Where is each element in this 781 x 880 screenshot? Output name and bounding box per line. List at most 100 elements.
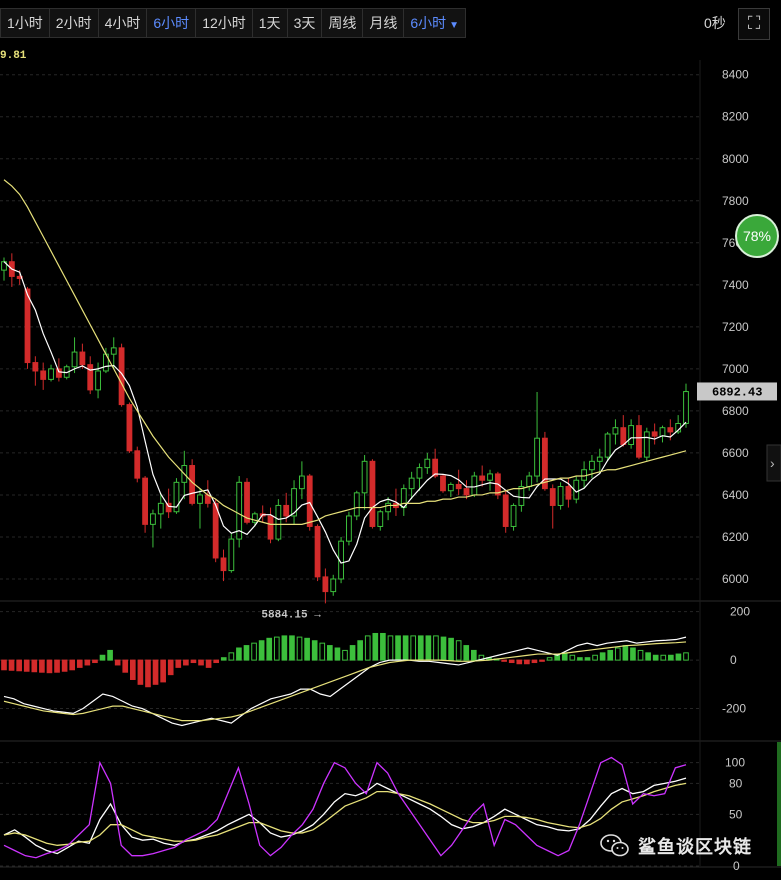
candle-body-67 xyxy=(526,475,533,488)
macd-bar-71 xyxy=(539,659,545,662)
macd-bar-60 xyxy=(455,640,462,661)
macd-bar-4 xyxy=(31,659,38,673)
macd-bar-57 xyxy=(433,635,439,661)
candle-body-40 xyxy=(314,525,321,578)
period-dropdown[interactable]: 6小时 ▼ xyxy=(403,8,467,38)
side-expand-handle xyxy=(766,444,781,482)
candle-body-46 xyxy=(361,460,368,494)
period-dropdown-label: 6小时 xyxy=(410,15,447,31)
candle-body-27 xyxy=(212,502,219,559)
macd-bar-3 xyxy=(23,659,30,672)
candle-body-11 xyxy=(87,364,94,391)
macd-bar-69 xyxy=(524,659,530,665)
price-tick-5: 7000 xyxy=(722,362,749,376)
candle-body-48 xyxy=(377,511,384,527)
candle-body-65 xyxy=(510,504,517,527)
timeframe-toolbar: 1小时 2小时 4小时 6小时 12小时 1天 3天 周线 月线 6小时 ▼ xyxy=(0,8,467,38)
caret-down-icon: ▼ xyxy=(449,20,460,31)
fullscreen-button[interactable]: ⛶ xyxy=(738,8,770,40)
refresh-timer: 0秒 xyxy=(704,15,726,31)
candle-body-34 xyxy=(267,515,274,540)
macd-bar-9 xyxy=(69,659,76,671)
tab-8[interactable]: 月线 xyxy=(362,8,405,38)
kdj-tick-3: 0 xyxy=(733,859,740,873)
macd-bar-37 xyxy=(281,635,288,661)
macd-bar-52 xyxy=(395,635,401,661)
tab-7[interactable]: 周线 xyxy=(321,8,364,38)
candle-body-60 xyxy=(471,475,478,496)
macd-bar-0 xyxy=(1,659,7,671)
macd-bar-14 xyxy=(107,649,113,661)
fullscreen-icon: ⛶ xyxy=(747,13,761,33)
tab-6[interactable]: 3天 xyxy=(286,8,323,38)
candle-body-7 xyxy=(55,368,62,378)
candle-body-9 xyxy=(71,351,78,368)
macd-bar-81 xyxy=(614,647,621,661)
macd-bar-40 xyxy=(304,637,310,661)
candle-body-39 xyxy=(306,475,313,527)
candle-body-17 xyxy=(134,450,141,479)
tab-1[interactable]: 2小时 xyxy=(48,8,99,38)
percent-badge-label: 78% xyxy=(743,228,771,244)
candle-body-29 xyxy=(228,538,235,572)
tab-0[interactable]: 1小时 xyxy=(0,8,50,38)
candle-body-37 xyxy=(291,488,297,517)
last-price-value: 6892.43 xyxy=(712,385,762,399)
candle-body-16 xyxy=(126,404,133,452)
macd-bar-20 xyxy=(152,659,159,685)
macd-bar-27 xyxy=(205,659,212,668)
macd-bar-1 xyxy=(8,659,15,671)
macd-bar-13 xyxy=(99,654,106,661)
macd-bar-17 xyxy=(129,659,136,680)
candle-body-28 xyxy=(220,557,227,572)
macd-bar-55 xyxy=(417,635,424,661)
macd-bar-53 xyxy=(402,635,409,661)
macd-bar-80 xyxy=(607,649,614,661)
macd-bar-46 xyxy=(349,645,356,661)
candle-body-5 xyxy=(40,370,47,380)
candle-body-25 xyxy=(197,494,203,504)
macd-bar-41 xyxy=(311,640,318,661)
macd-bar-44 xyxy=(334,647,341,661)
brand-watermark: 鲨鱼谈区块链 xyxy=(600,833,752,859)
macd-tick-0: 200 xyxy=(730,605,750,619)
macd-bar-33 xyxy=(251,642,257,661)
candle-body-30 xyxy=(236,481,243,540)
candle-body-14 xyxy=(110,347,117,355)
kdj-tick-0: 100 xyxy=(725,756,745,770)
candle-body-4 xyxy=(32,362,39,372)
candle-body-36 xyxy=(283,504,290,517)
macd-bar-23 xyxy=(175,659,182,668)
candle-body-10 xyxy=(79,351,86,366)
brand-name: 鲨鱼谈区块链 xyxy=(638,837,752,857)
price-tick-6: 7200 xyxy=(722,320,749,334)
macd-bar-47 xyxy=(357,640,363,661)
macd-bar-58 xyxy=(440,636,447,661)
tab-4[interactable]: 12小时 xyxy=(195,8,253,38)
price-tick-12: 8400 xyxy=(722,68,749,82)
kdj-tick-2: 50 xyxy=(729,807,743,821)
macd-bar-73 xyxy=(554,654,561,661)
kdj-side-marker xyxy=(777,742,781,866)
price-tick-10: 8000 xyxy=(722,152,749,166)
macd-bar-54 xyxy=(410,635,417,661)
tab-3[interactable]: 6小时 xyxy=(146,8,197,38)
macd-bar-75 xyxy=(569,654,576,661)
macd-bar-62 xyxy=(470,649,477,661)
macd-bar-26 xyxy=(198,659,204,666)
tab-2[interactable]: 4小时 xyxy=(97,8,148,38)
candle-body-64 xyxy=(502,494,509,527)
partial-value-label: 9.81 xyxy=(0,50,27,62)
candle-body-72 xyxy=(565,486,572,500)
macd-bar-34 xyxy=(258,640,265,661)
macd-bar-48 xyxy=(364,635,371,661)
macd-bar-7 xyxy=(54,659,60,673)
candle-body-3 xyxy=(24,288,31,364)
macd-bar-51 xyxy=(387,635,394,661)
macd-bar-86 xyxy=(652,654,659,661)
last-price-badge xyxy=(697,382,777,401)
candle-body-20 xyxy=(157,502,164,515)
candle-body-82 xyxy=(643,431,650,458)
candle-body-71 xyxy=(557,486,564,506)
candle-body-69 xyxy=(541,437,548,490)
